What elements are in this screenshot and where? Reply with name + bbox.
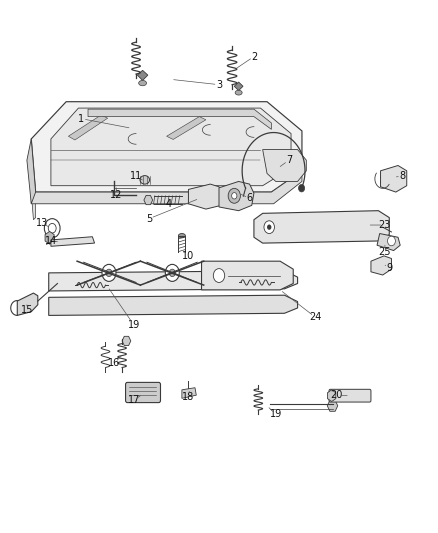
Circle shape: [106, 269, 112, 277]
Circle shape: [267, 224, 272, 230]
Text: 8: 8: [399, 171, 406, 181]
Text: 19: 19: [270, 409, 282, 419]
Circle shape: [264, 221, 275, 233]
Text: 13: 13: [36, 218, 48, 228]
Text: 18: 18: [182, 392, 194, 402]
Text: 5: 5: [146, 214, 152, 224]
Polygon shape: [371, 256, 392, 275]
Polygon shape: [122, 336, 131, 345]
Ellipse shape: [178, 233, 185, 238]
Text: 7: 7: [286, 155, 292, 165]
Polygon shape: [51, 108, 291, 185]
Polygon shape: [51, 237, 95, 246]
Circle shape: [48, 223, 56, 233]
Text: 11: 11: [130, 171, 142, 181]
Polygon shape: [182, 387, 196, 398]
Circle shape: [169, 269, 175, 277]
FancyBboxPatch shape: [329, 389, 371, 402]
Polygon shape: [31, 102, 302, 192]
Polygon shape: [188, 184, 223, 209]
Text: 16: 16: [108, 358, 120, 368]
Text: 19: 19: [128, 320, 140, 330]
Polygon shape: [328, 390, 336, 401]
Text: 17: 17: [127, 395, 140, 406]
Circle shape: [299, 184, 305, 192]
Polygon shape: [31, 192, 35, 220]
Polygon shape: [45, 231, 54, 244]
Ellipse shape: [139, 80, 147, 86]
Text: 6: 6: [247, 193, 253, 204]
Ellipse shape: [235, 90, 242, 95]
Polygon shape: [381, 165, 407, 192]
Polygon shape: [27, 139, 35, 204]
Text: 12: 12: [110, 190, 123, 200]
Circle shape: [388, 236, 396, 246]
Text: 2: 2: [251, 52, 257, 61]
Polygon shape: [234, 82, 243, 91]
Circle shape: [44, 219, 60, 238]
Polygon shape: [49, 295, 297, 316]
Polygon shape: [263, 150, 306, 181]
Text: 25: 25: [379, 247, 391, 256]
FancyBboxPatch shape: [126, 382, 160, 402]
Polygon shape: [201, 261, 293, 290]
Circle shape: [102, 264, 116, 281]
Circle shape: [213, 269, 225, 282]
Polygon shape: [49, 271, 297, 291]
Text: 9: 9: [386, 263, 392, 272]
Polygon shape: [88, 109, 272, 130]
Circle shape: [232, 192, 237, 199]
Text: 20: 20: [331, 390, 343, 400]
Text: 10: 10: [182, 251, 194, 261]
Text: 24: 24: [309, 312, 321, 322]
Circle shape: [228, 188, 240, 203]
Text: 4: 4: [166, 199, 172, 209]
Polygon shape: [31, 171, 302, 204]
Text: 14: 14: [45, 236, 57, 246]
Text: 3: 3: [216, 80, 222, 90]
Polygon shape: [138, 70, 148, 80]
Text: 1: 1: [78, 114, 85, 124]
Polygon shape: [254, 211, 389, 243]
Polygon shape: [68, 115, 108, 140]
Polygon shape: [166, 117, 206, 140]
Polygon shape: [144, 196, 152, 205]
Polygon shape: [17, 293, 38, 316]
Text: 15: 15: [21, 305, 33, 315]
Ellipse shape: [140, 175, 150, 184]
Text: 23: 23: [379, 220, 391, 230]
Polygon shape: [377, 233, 400, 251]
Polygon shape: [219, 181, 254, 211]
Circle shape: [165, 264, 179, 281]
Polygon shape: [327, 400, 338, 411]
